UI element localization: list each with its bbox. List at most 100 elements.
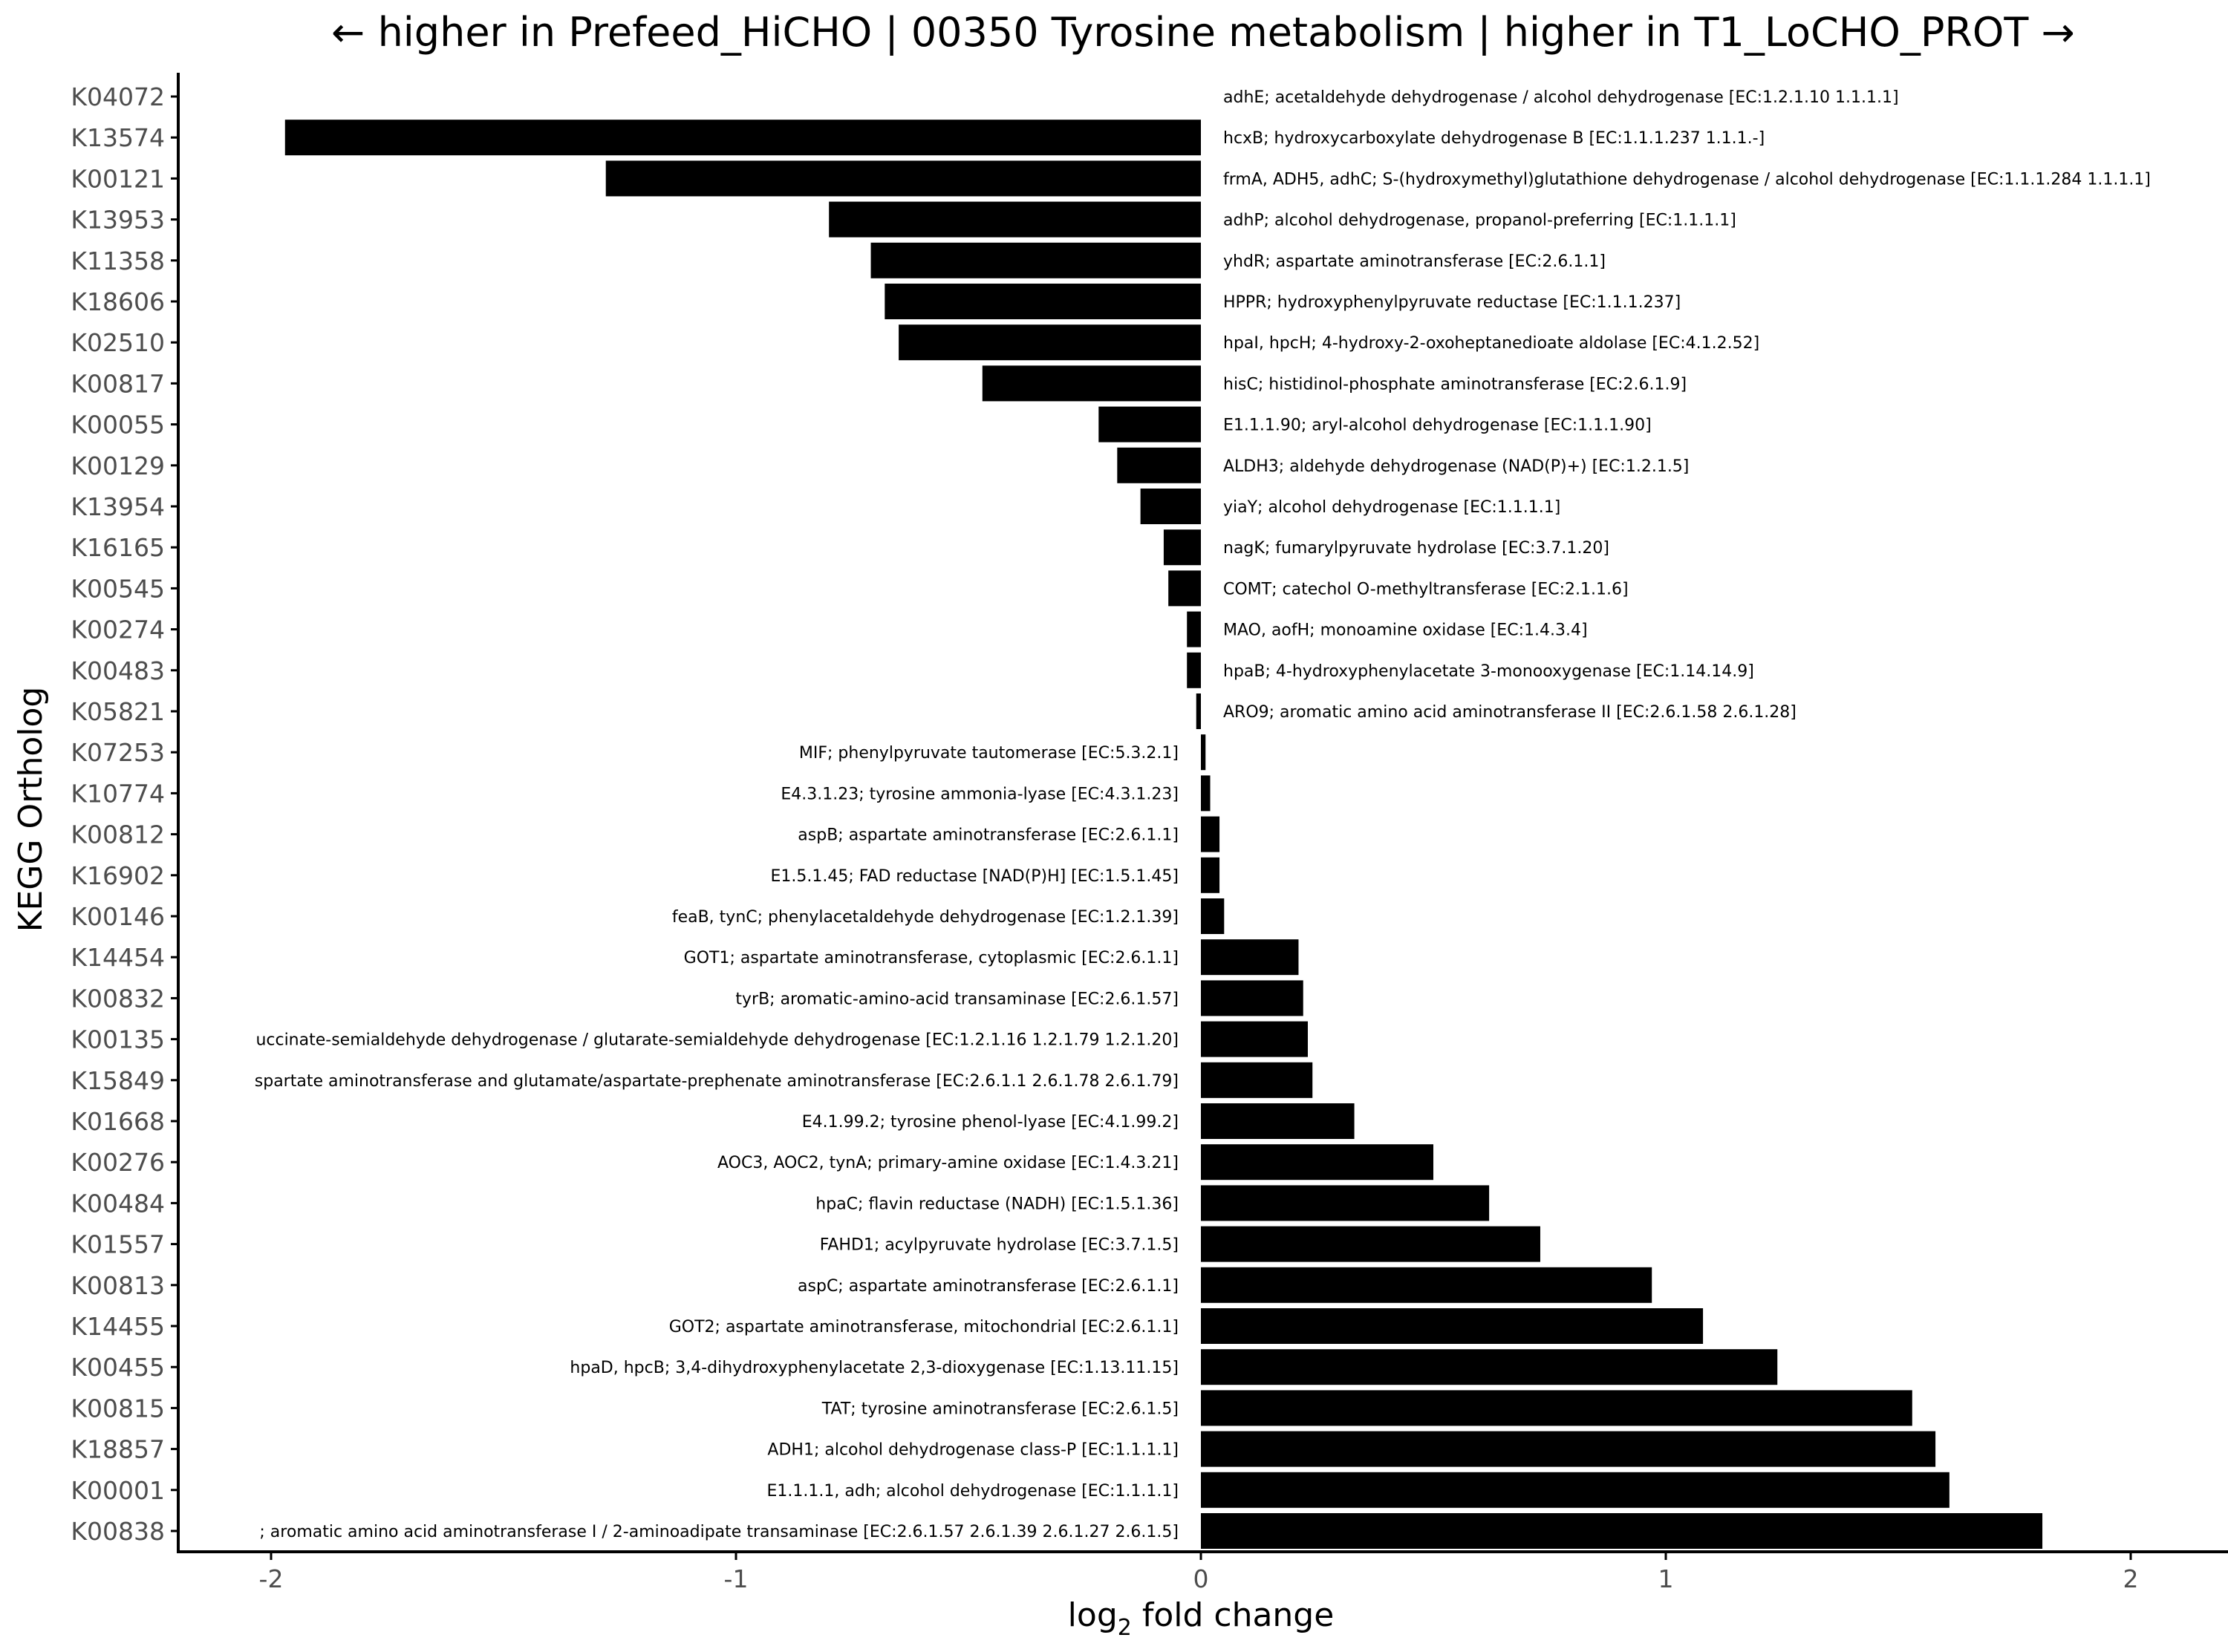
bar-label-K00135: uccinate-semialdehyde dehydrogenase / gl… — [255, 1031, 1179, 1050]
bar-label-K11358: yhdR; aspartate aminotransferase [EC:2.6… — [1223, 252, 1606, 271]
bar-label-K00812: aspB; aspartate aminotransferase [EC:2.6… — [798, 826, 1179, 845]
bar-label-K07253: MIF; phenylpyruvate tautomerase [EC:5.3.… — [799, 744, 1179, 763]
bar-label-K04072: adhE; acetaldehyde dehydrogenase / alcoh… — [1223, 88, 1899, 107]
bar-label-K00838: ; aromatic amino acid aminotransferase I… — [259, 1523, 1179, 1541]
x-tick-label: 0 — [1193, 1564, 1209, 1593]
x-axis-label: log2 fold change — [1068, 1596, 1335, 1641]
bar-label-K00129: ALDH3; aldehyde dehydrogenase (NAD(P)+) … — [1223, 457, 1689, 476]
bar-K13953 — [829, 201, 1201, 238]
bar-label-K00483: hpaB; 4-hydroxyphenylacetate 3-monooxyge… — [1223, 662, 1754, 681]
y-tick-label-K00815: K00815 — [71, 1394, 165, 1423]
bar-label-K00001: E1.1.1.1, adh; alcohol dehydrogenase [EC… — [767, 1482, 1179, 1501]
y-axis-label: KEGG Ortholog — [12, 687, 50, 933]
x-axis-label-rest: fold change — [1132, 1596, 1334, 1634]
y-tick-label-K00276: K00276 — [71, 1148, 165, 1177]
bar-label-K02510: hpaI, hpcH; 4-hydroxy-2-oxoheptanedioate… — [1223, 334, 1759, 353]
y-tick-label-K18606: K18606 — [71, 287, 165, 316]
y-tick-label-K00832: K00832 — [71, 984, 165, 1013]
y-tick-label-K02510: K02510 — [71, 328, 165, 357]
y-tick-label-K10774: K10774 — [71, 779, 165, 808]
y-tick-label-K00455: K00455 — [71, 1353, 165, 1382]
bar-label-K00545: COMT; catechol O-methyltransferase [EC:2… — [1223, 580, 1629, 598]
bar-K00812 — [1201, 816, 1220, 852]
bar-K02510 — [899, 324, 1201, 361]
y-tick-label-K00129: K00129 — [71, 451, 165, 480]
bar-label-K13574: hcxB; hydroxycarboxylate dehydrogenase B… — [1223, 129, 1765, 148]
y-tick-label-K00146: K00146 — [71, 902, 165, 931]
bar-K16165 — [1163, 529, 1201, 566]
bar-label-K05821: ARO9; aromatic amino acid aminotransfera… — [1223, 703, 1797, 722]
y-tick-label-K00135: K00135 — [71, 1025, 165, 1054]
x-tick-label: -2 — [259, 1564, 284, 1593]
y-tick-label-K13953: K13953 — [71, 206, 165, 235]
bar-label-K16902: E1.5.1.45; FAD reductase [NAD(P)H] [EC:1… — [771, 867, 1179, 886]
bar-K10774 — [1201, 775, 1211, 812]
bar-label-K00484: hpaC; flavin reductase (NADH) [EC:1.5.1.… — [815, 1195, 1179, 1213]
bar-K16902 — [1201, 857, 1220, 893]
y-tick-label-K13574: K13574 — [71, 123, 165, 152]
bar-label-K16165: nagK; fumarylpyruvate hydrolase [EC:3.7.… — [1223, 539, 1609, 558]
bar-K00817 — [982, 365, 1201, 402]
y-axis-ticks: K04072 K13574 K00121 K13953 K11358 K18606 K025… — [71, 82, 178, 1546]
bar-K14454 — [1201, 939, 1299, 976]
bar-label-K00121: frmA, ADH5, adhC; S-(hydroxymethyl)gluta… — [1223, 170, 2151, 189]
bar-K18857 — [1201, 1431, 1936, 1467]
y-tick-label-K15849: K15849 — [71, 1066, 165, 1095]
bar-label-K14454: GOT1; aspartate aminotransferase, cytopl… — [684, 949, 1179, 967]
bar-K14455 — [1201, 1308, 1704, 1344]
bar-label-K01557: FAHD1; acylpyruvate hydrolase [EC:3.7.1.… — [820, 1236, 1179, 1255]
bar-K00455 — [1201, 1349, 1778, 1385]
bar-label-K00146: feaB, tynC; phenylacetaldehyde dehydroge… — [672, 908, 1179, 927]
bar-K00276 — [1201, 1144, 1433, 1181]
y-tick-label-K16902: K16902 — [71, 861, 165, 890]
bar-label-K13954: yiaY; alcohol dehydrogenase [EC:1.1.1.1] — [1223, 498, 1560, 517]
bar-label-K14455: GOT2; aspartate aminotransferase, mitoch… — [669, 1318, 1179, 1336]
bar-K00055 — [1098, 406, 1201, 443]
y-tick-label-K16165: K16165 — [71, 533, 165, 562]
bar-label-K00813: aspC; aspartate aminotransferase [EC:2.6… — [798, 1277, 1179, 1296]
x-tick-label: 2 — [2123, 1564, 2139, 1593]
bar-label-K13953: adhP; alcohol dehydrogenase, propanol-pr… — [1223, 212, 1736, 230]
bars-layer — [284, 120, 2043, 1549]
x-tick-label: 1 — [1658, 1564, 1674, 1593]
y-tick-label-K00545: K00545 — [71, 574, 165, 603]
bar-K00484 — [1201, 1185, 1490, 1221]
bar-label-K00815: TAT; tyrosine aminotransferase [EC:2.6.1… — [821, 1400, 1179, 1418]
bar-label-K15849: spartate aminotransferase and glutamate/… — [255, 1072, 1179, 1091]
x-axis-label-subscript: 2 — [1118, 1615, 1132, 1641]
bar-K00483 — [1187, 652, 1201, 688]
bar-K00813 — [1201, 1267, 1652, 1303]
bar-K15849 — [1201, 1062, 1313, 1098]
x-axis-ticks: -2 -1 0 1 2 — [259, 1552, 2139, 1593]
y-tick-label-K04072: K04072 — [71, 82, 165, 111]
bar-K00121 — [605, 160, 1201, 197]
bar-K18606 — [885, 284, 1201, 319]
y-tick-label-K13954: K13954 — [71, 492, 165, 521]
bar-K00129 — [1117, 447, 1201, 483]
y-tick-label-K14455: K14455 — [71, 1312, 165, 1341]
y-tick-label-K00274: K00274 — [71, 616, 165, 644]
bar-label-K10774: E4.3.1.23; tyrosine ammonia-lyase [EC:4.… — [781, 785, 1179, 803]
bar-K00832 — [1201, 980, 1303, 1016]
bar-K01557 — [1201, 1226, 1540, 1262]
bar-K00001 — [1201, 1472, 1950, 1508]
y-tick-label-K01668: K01668 — [71, 1107, 165, 1136]
bar-label-K00276: AOC3, AOC2, tynA; primary-amine oxidase … — [717, 1154, 1179, 1172]
y-tick-label-K00055: K00055 — [71, 411, 165, 440]
bar-K00146 — [1201, 898, 1225, 934]
y-tick-label-K00001: K00001 — [71, 1476, 165, 1505]
y-tick-label-K00483: K00483 — [71, 656, 165, 685]
bar-K05821 — [1196, 693, 1201, 729]
y-tick-label-K11358: K11358 — [71, 247, 165, 275]
y-tick-label-K00812: K00812 — [71, 820, 165, 849]
bar-label-K00832: tyrB; aromatic-amino-acid transaminase [… — [735, 990, 1179, 1008]
y-tick-label-K18857: K18857 — [71, 1435, 165, 1464]
bar-labels-layer: adhE; acetaldehyde dehydrogenase / alcoh… — [255, 88, 2151, 1541]
y-tick-label-K00121: K00121 — [71, 164, 165, 193]
bar-K13574 — [284, 120, 1201, 156]
x-tick-label: -1 — [724, 1564, 749, 1593]
bar-label-K00455: hpaD, hpcB; 3,4-dihydroxyphenylacetate 2… — [570, 1359, 1179, 1377]
bar-K13954 — [1140, 489, 1201, 524]
